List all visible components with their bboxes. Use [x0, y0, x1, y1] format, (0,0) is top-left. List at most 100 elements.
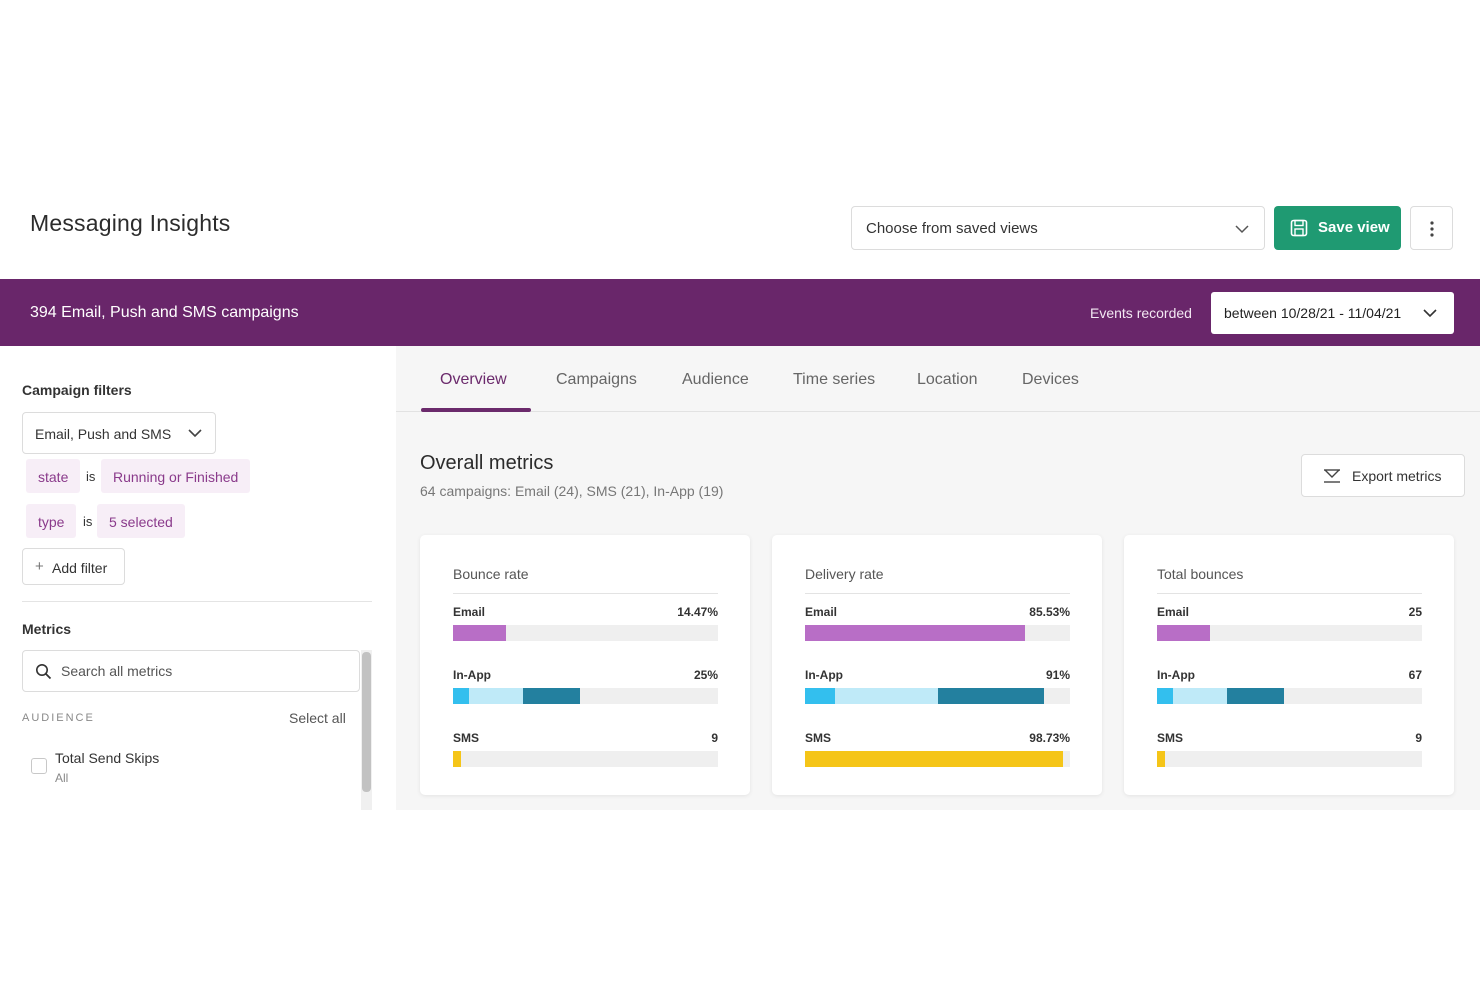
metric-row-value: 67 — [1408, 668, 1422, 682]
events-recorded-label: Events recorded — [1090, 305, 1192, 321]
metric-row-value: 91% — [1045, 668, 1070, 682]
metric-row-label: SMS — [453, 731, 480, 745]
metric-bar-fill — [1173, 688, 1228, 704]
tab-location[interactable]: Location — [917, 371, 978, 388]
divider — [22, 601, 372, 602]
metric-bar-track — [453, 688, 718, 704]
filter-value-type[interactable]: 5 selected — [97, 504, 185, 538]
metric-row-value: 98.73% — [1029, 731, 1070, 745]
metric-row-label: SMS — [1157, 731, 1184, 745]
metric-bar-fill — [835, 688, 938, 704]
more-vertical-icon — [1430, 221, 1434, 237]
divider — [1157, 593, 1422, 594]
tab-campaigns[interactable]: Campaigns — [556, 371, 637, 388]
metric-bar-fill — [1157, 751, 1165, 767]
date-range-label: between 10/28/21 - 11/04/21 — [1224, 305, 1402, 321]
metric-bar-track — [453, 625, 718, 641]
metric-bar-fill — [805, 751, 1063, 767]
search-input[interactable] — [61, 661, 341, 681]
metric-card-title: Delivery rate — [805, 566, 884, 582]
metric-bar-fill — [805, 688, 835, 704]
metric-item-subtitle: All — [55, 771, 69, 785]
metric-row-value: 9 — [711, 731, 718, 745]
metric-row-label: SMS — [805, 731, 832, 745]
audience-section-label: AUDIENCE — [22, 712, 95, 724]
metric-bar-track — [805, 751, 1070, 767]
export-metrics-label: Export metrics — [1352, 468, 1442, 484]
filter-value-state[interactable]: Running or Finished — [101, 459, 251, 493]
filter-field-state[interactable]: state — [26, 459, 81, 493]
metric-checkbox[interactable] — [31, 758, 47, 774]
metric-bar-fill — [523, 688, 580, 704]
metric-bar-fill — [1227, 688, 1284, 704]
campaign-count: 394 Email, Push and SMS campaigns — [30, 304, 299, 321]
add-filter-label: Add filter — [52, 560, 108, 576]
saved-views-dropdown[interactable]: Choose from saved views — [851, 206, 1265, 250]
channel-dropdown-label: Email, Push and SMS — [35, 426, 172, 442]
metric-card: Total bounces Email 25 In-App 67 SMS 9 — [1124, 535, 1454, 795]
metrics-title: Metrics — [22, 621, 72, 637]
export-metrics-button[interactable]: Export metrics — [1301, 454, 1465, 497]
select-all-link[interactable]: Select all — [289, 710, 346, 726]
metric-row-label: Email — [805, 605, 838, 619]
active-tab-indicator — [421, 408, 531, 412]
channel-dropdown[interactable]: Email, Push and SMS — [22, 412, 216, 454]
metric-bar-fill — [1157, 688, 1173, 704]
chevron-down-icon — [1423, 309, 1437, 318]
date-range-dropdown[interactable]: between 10/28/21 - 11/04/21 — [1211, 292, 1454, 334]
add-filter-button[interactable]: + Add filter — [22, 548, 125, 585]
tab-time-series[interactable]: Time series — [793, 371, 876, 388]
metric-card: Bounce rate Email 14.47% In-App 25% SMS 9 — [420, 535, 750, 795]
metric-card-title: Bounce rate — [453, 566, 529, 582]
metric-row-label: In-App — [453, 668, 491, 682]
metric-row-label: In-App — [805, 668, 843, 682]
save-icon — [1290, 219, 1308, 237]
metrics-search[interactable] — [22, 650, 360, 692]
metric-row-label: Email — [1157, 605, 1190, 619]
divider — [805, 593, 1070, 594]
search-icon — [36, 664, 52, 680]
tab-audience[interactable]: Audience — [682, 371, 749, 388]
page-header: Messaging Insights Choose from saved vie… — [0, 190, 1480, 278]
filters-sidebar: Campaign filters Email, Push and SMS sta… — [0, 346, 396, 810]
metric-item-name: Total Send Skips — [55, 750, 160, 766]
divider — [453, 593, 718, 594]
tab-bar: Overview Campaigns Audience Time series … — [396, 346, 1480, 412]
metric-row-value: 25% — [693, 668, 718, 682]
metric-bar-track — [1157, 625, 1422, 641]
tab-overview[interactable]: Overview — [440, 371, 507, 388]
metric-row-value: 25 — [1408, 605, 1422, 619]
metric-bar-track — [1157, 688, 1422, 704]
metric-row-label: Email — [453, 605, 486, 619]
scrollbar-thumb[interactable] — [362, 652, 371, 792]
overall-metrics-title: Overall metrics — [420, 452, 554, 474]
campaign-banner: 394 Email, Push and SMS campaigns Events… — [0, 279, 1480, 346]
metric-bar-track — [453, 751, 718, 767]
page-title: Messaging Insights — [30, 210, 231, 236]
chevron-down-icon — [188, 429, 202, 438]
metric-bar-fill — [938, 688, 1044, 704]
metric-bar-track — [1157, 751, 1422, 767]
metric-card: Delivery rate Email 85.53% In-App 91% SMS 98.7… — [772, 535, 1102, 795]
metric-bar-track — [805, 625, 1070, 641]
save-view-label: Save view — [1318, 219, 1390, 236]
save-view-button[interactable]: Save view — [1274, 206, 1401, 250]
metric-row-value: 85.53% — [1029, 605, 1070, 619]
metric-row-value: 14.47% — [677, 605, 718, 619]
metric-card-title: Total bounces — [1157, 566, 1244, 582]
plus-icon: + — [35, 558, 44, 575]
filter-operator: is — [86, 469, 96, 484]
metric-bar-track — [805, 688, 1070, 704]
filter-operator: is — [83, 514, 93, 529]
metric-row-value: 9 — [1415, 731, 1422, 745]
more-options-button[interactable] — [1410, 206, 1453, 250]
chevron-down-icon — [1235, 225, 1249, 234]
metric-row-label: In-App — [1157, 668, 1195, 682]
campaign-filters-title: Campaign filters — [22, 382, 132, 398]
metric-bar-fill — [805, 625, 1025, 641]
metric-bar-fill — [453, 625, 506, 641]
main-panel: Overview Campaigns Audience Time series … — [396, 346, 1480, 810]
tab-devices[interactable]: Devices — [1022, 371, 1079, 388]
metric-bar-fill — [453, 688, 469, 704]
filter-field-type[interactable]: type — [26, 504, 77, 538]
